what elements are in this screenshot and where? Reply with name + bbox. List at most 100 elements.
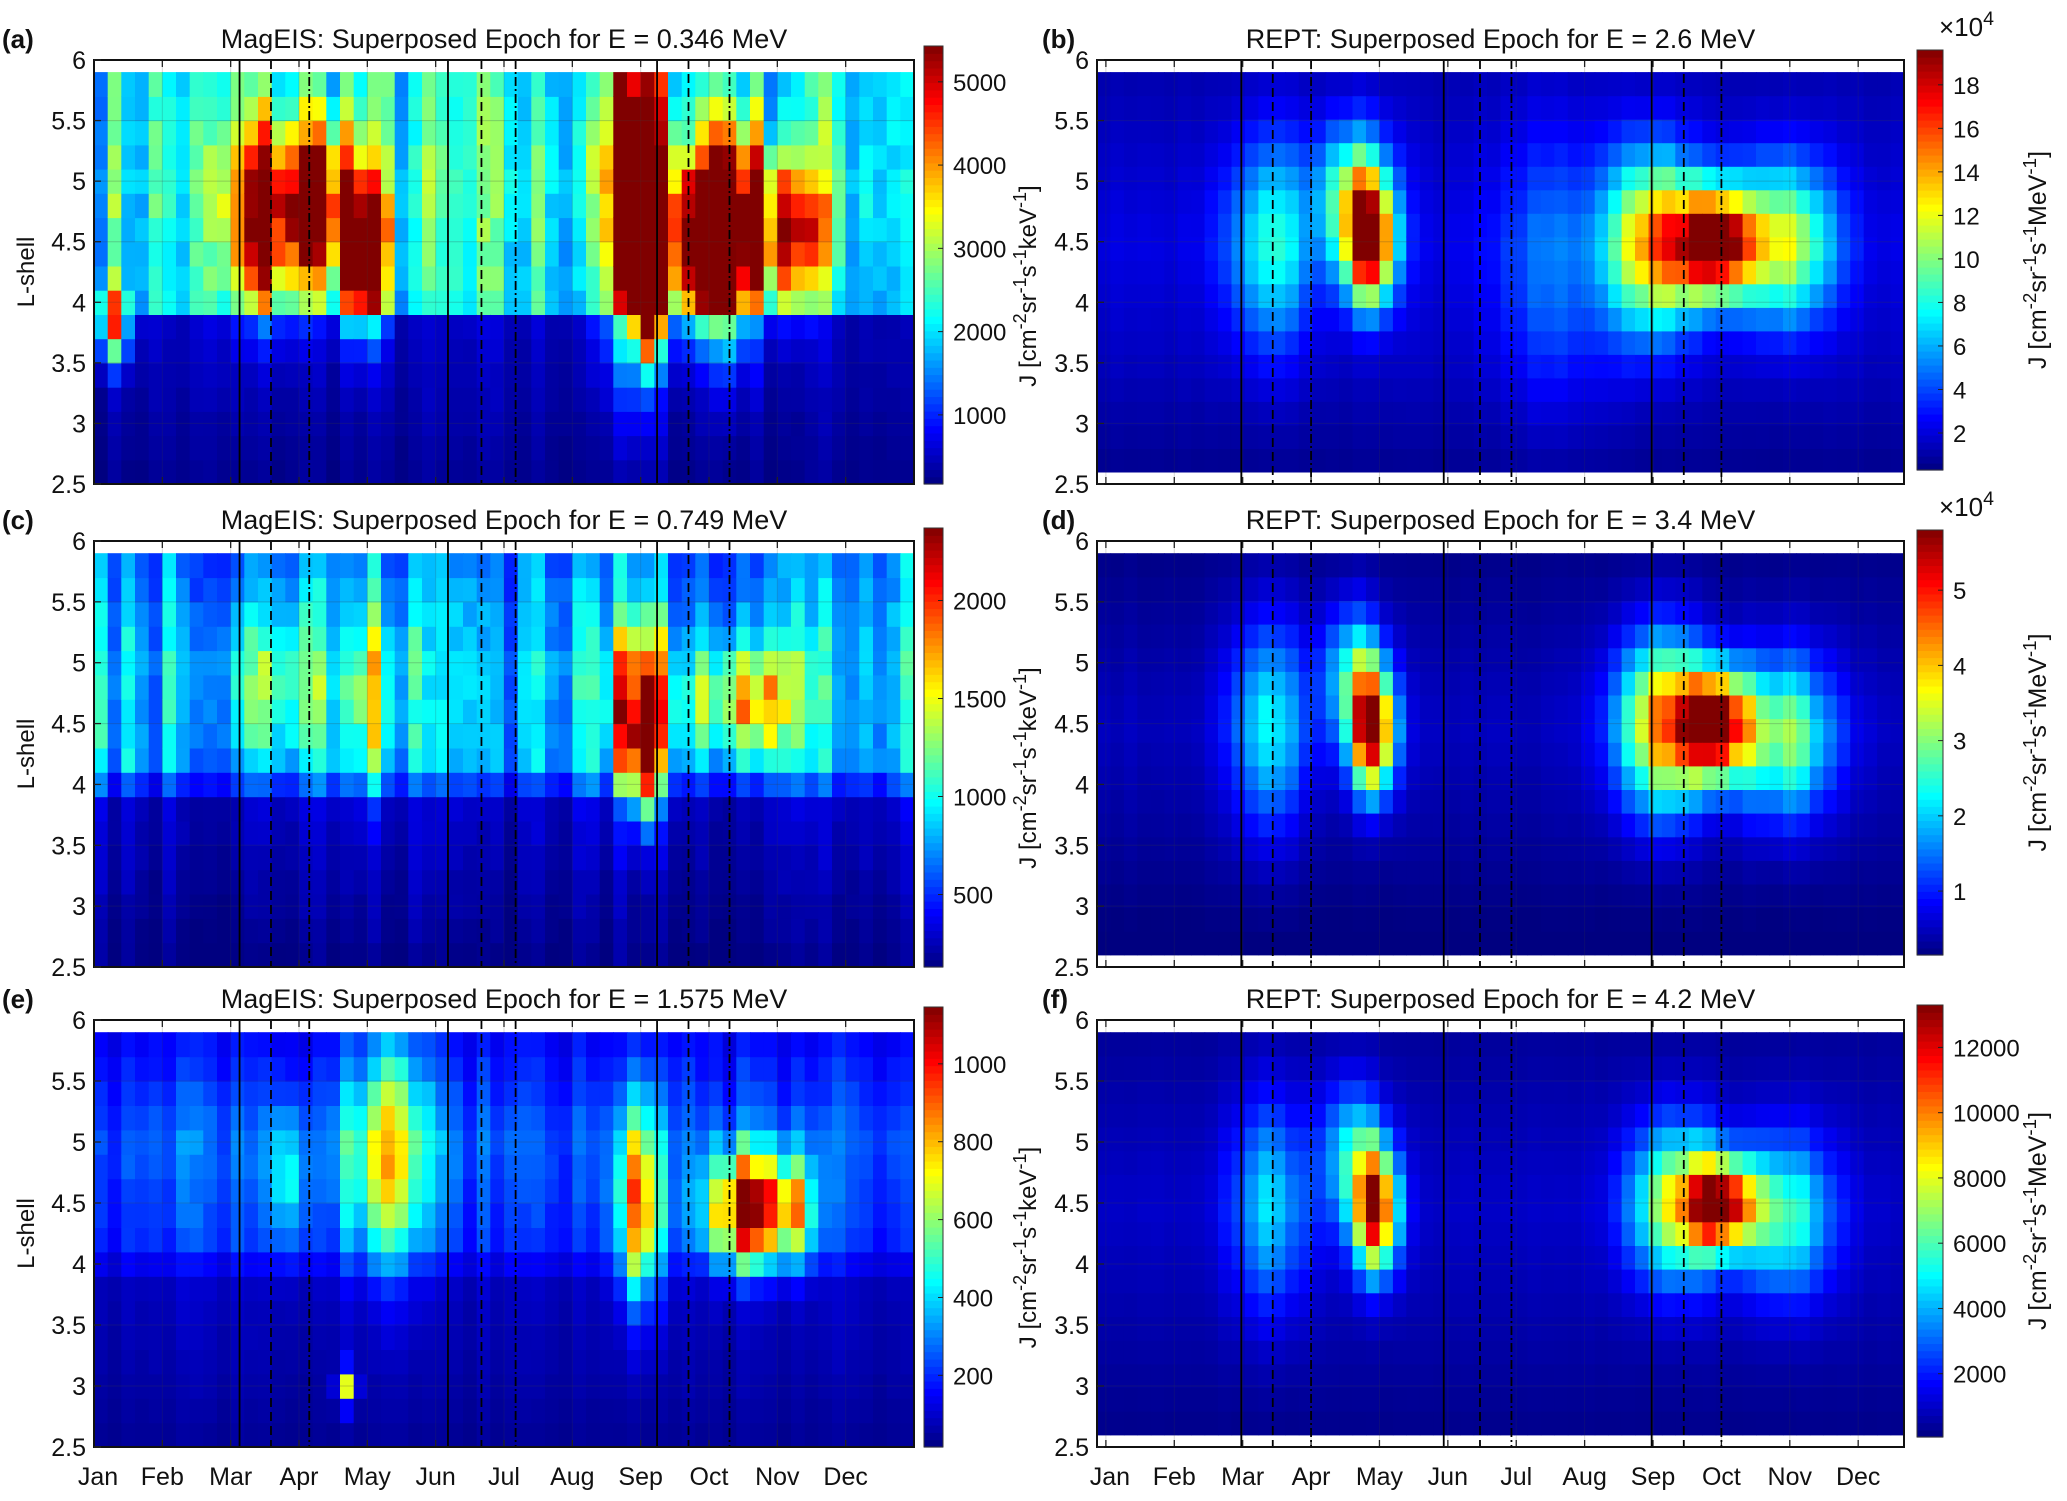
heatmap-cell (845, 120, 860, 146)
heatmap-cell (1796, 307, 1811, 332)
heatmap-cell (1769, 401, 1784, 426)
heatmap-cell (1285, 72, 1300, 97)
colorbar-swatch (924, 425, 943, 434)
heatmap-cell (285, 772, 300, 798)
heatmap-cell (1514, 424, 1529, 449)
heatmap-cell (148, 362, 163, 388)
heatmap-cell (1877, 236, 1892, 261)
colorbar-swatch (1917, 400, 1943, 408)
heatmap-cell (1836, 883, 1851, 909)
heatmap-cell (1729, 694, 1744, 720)
heatmap-cell (1783, 907, 1798, 932)
heatmap-cell (1258, 354, 1273, 379)
heatmap-cell (545, 193, 560, 219)
heatmap-cell (886, 894, 901, 919)
heatmap-cell (722, 674, 737, 700)
heatmap-cell (1675, 424, 1690, 449)
heatmap-cell (107, 1251, 122, 1277)
heatmap-cell (1406, 931, 1421, 956)
heatmap-cell (121, 72, 136, 97)
heatmap-cell (1245, 765, 1260, 790)
heatmap-cell (1594, 718, 1609, 743)
heatmap-cell (777, 120, 792, 146)
heatmap-cell (1742, 694, 1757, 720)
heatmap-cell (217, 845, 232, 871)
colorbar-swatch (1917, 636, 1943, 644)
heatmap-cell (1527, 236, 1542, 261)
heatmap-cell (736, 387, 751, 412)
heatmap-cell (1325, 813, 1340, 838)
heatmap-cell (148, 626, 163, 652)
heatmap-cell (599, 338, 614, 364)
heatmap-cell (1204, 671, 1219, 696)
heatmap-cell (709, 72, 724, 97)
heatmap-cell (572, 699, 587, 725)
y-tick-label: 2.5 (1054, 954, 1089, 982)
heatmap-cell (1836, 576, 1851, 601)
heatmap-cell (818, 674, 833, 700)
heatmap-cell (94, 362, 109, 388)
heatmap-cell (1729, 95, 1744, 120)
heatmap-cell (1150, 119, 1165, 144)
heatmap-cell (1514, 576, 1529, 601)
heatmap-cell (285, 845, 300, 871)
heatmap-cell (1325, 647, 1340, 672)
heatmap-cell (900, 144, 915, 170)
heatmap-cell (1123, 765, 1138, 790)
heatmap-cell (832, 217, 847, 243)
heatmap-cell (1460, 189, 1475, 214)
heatmap-cell (1715, 765, 1730, 790)
heatmap-cell (517, 96, 532, 122)
heatmap-cell (900, 411, 915, 437)
heatmap-cell (367, 193, 382, 219)
heatmap-cell (435, 747, 450, 773)
heatmap-cell (148, 1105, 163, 1131)
heatmap-cell (176, 459, 191, 485)
heatmap-cell (107, 265, 122, 291)
heatmap-cell (107, 362, 122, 388)
heatmap-cell (244, 1129, 259, 1155)
heatmap-cell (900, 577, 915, 603)
heatmap-cell (873, 650, 888, 676)
heatmap-cell (1379, 907, 1394, 932)
heatmap-cell (791, 650, 806, 676)
heatmap-cell (1836, 553, 1851, 578)
heatmap-cell (640, 265, 655, 291)
heatmap-cell (1419, 600, 1434, 625)
heatmap-cell (394, 577, 409, 603)
heatmap-cell (326, 1154, 341, 1180)
heatmap-cell (1245, 330, 1260, 355)
heatmap-cell (135, 362, 150, 388)
heatmap-cell (804, 723, 819, 749)
heatmap-cell (709, 169, 724, 194)
colorbar-swatch (1917, 442, 1943, 450)
heatmap-cell (312, 435, 327, 461)
heatmap-cell (1702, 600, 1717, 625)
heatmap-cell (1191, 424, 1206, 449)
heatmap-cell (832, 96, 847, 122)
colorbar-swatch (924, 806, 943, 814)
heatmap-cell (558, 314, 573, 340)
heatmap-cell (1621, 72, 1636, 97)
y-tick-label: 3 (1075, 410, 1089, 438)
heatmap-cell (832, 435, 847, 461)
heatmap-cell (1877, 307, 1892, 332)
heatmap-cell (1325, 448, 1340, 473)
heatmap-cell (1648, 448, 1663, 473)
heatmap-cell (135, 314, 150, 340)
heatmap-cell (340, 674, 355, 700)
heatmap-cell (627, 217, 642, 243)
heatmap-cell (1702, 142, 1717, 167)
heatmap-cell (1487, 624, 1502, 649)
heatmap-cell (1635, 307, 1650, 332)
heatmap-cell (1110, 283, 1125, 308)
heatmap-cell (832, 553, 847, 579)
heatmap-cell (244, 265, 259, 291)
y-tick-label: 6 (72, 47, 86, 75)
heatmap-cell (162, 1325, 177, 1350)
heatmap-cell (832, 265, 847, 291)
heatmap-cell (230, 1398, 245, 1424)
colorbar-swatch (1917, 912, 1943, 921)
heatmap-cell (613, 845, 628, 871)
heatmap-cell (1850, 236, 1865, 261)
